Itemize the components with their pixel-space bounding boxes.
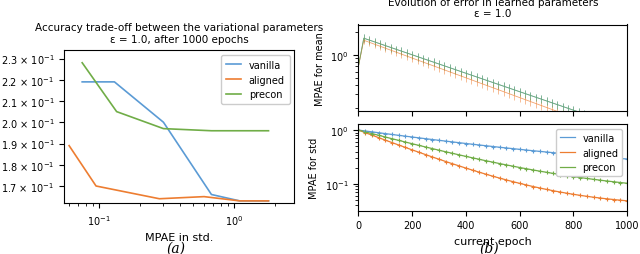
vanilla (467, 143, 475, 146)
aligned (452, 164, 460, 167)
Title: Accuracy trade-off between the variational parameters
ε = 1.0, after 1000 epochs: Accuracy trade-off between the variation… (35, 23, 323, 44)
precon (500, 163, 508, 166)
vanilla (500, 147, 508, 150)
Line: vanilla: vanilla (358, 131, 627, 160)
vanilla (159, 121, 167, 124)
aligned (600, 197, 608, 200)
aligned (467, 169, 475, 172)
aligned (65, 145, 73, 148)
precon (452, 153, 460, 156)
aligned (356, 130, 364, 133)
vanilla (452, 141, 460, 144)
vanilla (111, 81, 118, 84)
X-axis label: current epoch: current epoch (454, 236, 532, 246)
vanilla (236, 200, 243, 203)
Y-axis label: MPAE for std: MPAE for std (309, 137, 319, 198)
precon (379, 135, 387, 138)
aligned (200, 195, 208, 198)
precon (355, 129, 362, 132)
vanilla (356, 129, 364, 132)
Line: precon: precon (82, 64, 269, 131)
precon (78, 62, 86, 65)
precon (623, 182, 631, 185)
precon (159, 128, 167, 131)
Line: precon: precon (358, 131, 627, 184)
Text: (b): (b) (480, 241, 499, 254)
Legend: vanilla, aligned, precon: vanilla, aligned, precon (221, 56, 289, 105)
vanilla (265, 200, 273, 203)
precon (265, 130, 273, 133)
aligned (500, 178, 508, 181)
aligned (379, 138, 387, 141)
precon (356, 129, 364, 132)
precon (600, 180, 608, 183)
precon (113, 111, 120, 114)
aligned (156, 197, 163, 200)
precon (236, 130, 243, 133)
vanilla (355, 129, 362, 132)
vanilla (207, 193, 215, 196)
vanilla (623, 158, 631, 161)
aligned (236, 200, 243, 203)
aligned (265, 200, 273, 203)
Line: aligned: aligned (358, 131, 627, 201)
Legend: vanilla, aligned, precon: vanilla, aligned, precon (556, 129, 622, 177)
precon (207, 130, 215, 133)
vanilla (600, 156, 608, 159)
vanilla (379, 132, 387, 135)
Line: aligned: aligned (69, 146, 269, 201)
precon (467, 156, 475, 160)
aligned (623, 199, 631, 202)
Text: (a): (a) (166, 241, 186, 254)
Y-axis label: MPAE for mean: MPAE for mean (315, 32, 324, 105)
aligned (355, 129, 362, 132)
Title: Evolution of error in learned parameters
ε = 1.0: Evolution of error in learned parameters… (388, 0, 598, 19)
vanilla (78, 81, 86, 84)
Line: vanilla: vanilla (82, 83, 269, 201)
aligned (92, 185, 100, 188)
X-axis label: MPAE in std.: MPAE in std. (145, 232, 213, 242)
